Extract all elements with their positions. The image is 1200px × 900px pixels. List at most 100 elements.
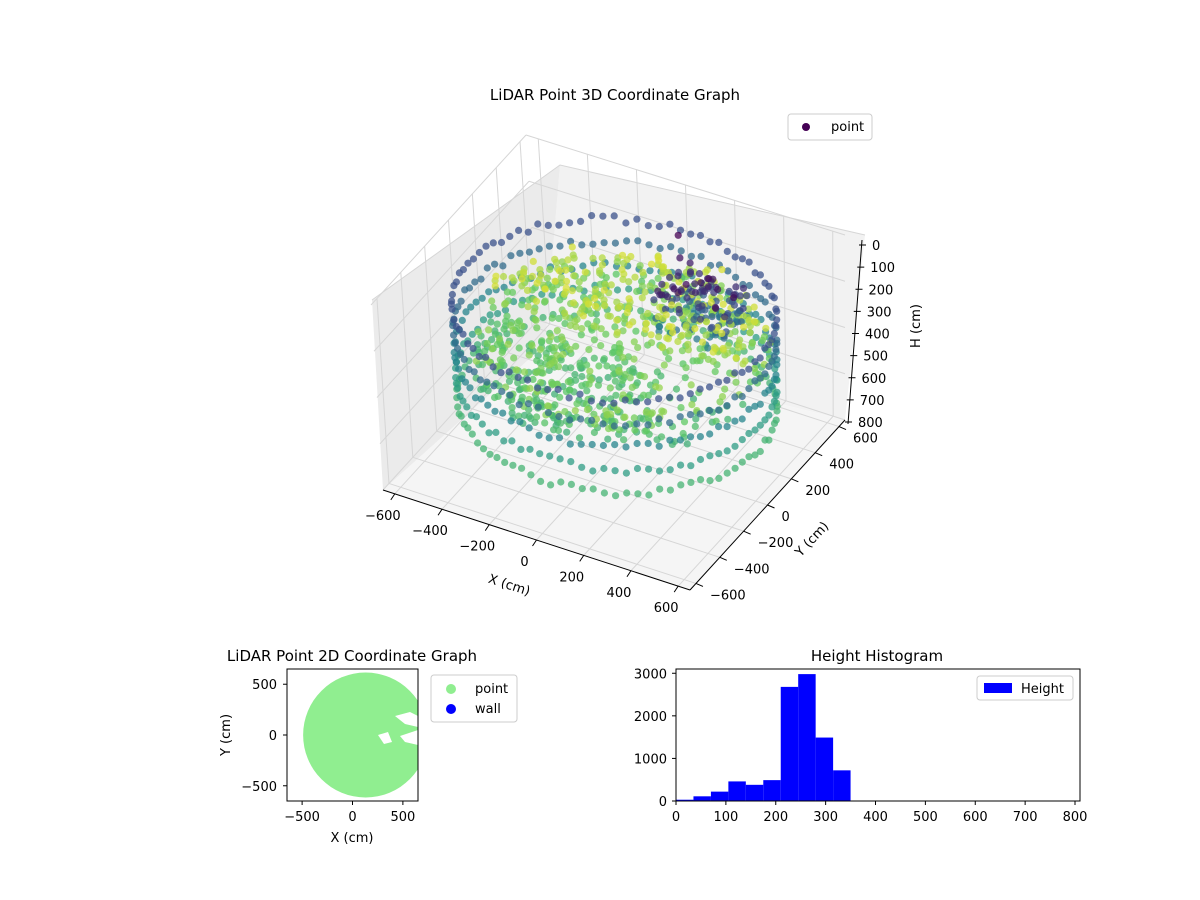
scatter-3d-point xyxy=(589,467,597,475)
scatter-3d-point xyxy=(515,344,523,352)
axis-h-label: H (cm) xyxy=(909,304,924,348)
scatter-3d-point xyxy=(731,393,739,401)
scatter-3d-point xyxy=(596,269,604,277)
scatter-3d-point xyxy=(577,331,585,339)
scatter-3d-point xyxy=(723,247,731,255)
scatter-3d-point xyxy=(469,344,477,353)
hist-x-tick-label: 200 xyxy=(763,810,788,825)
scatter-3d-point xyxy=(589,485,597,493)
scatter-3d-point xyxy=(613,328,622,336)
scatter-3d-point xyxy=(553,327,561,335)
scatter-3d-point xyxy=(568,287,576,295)
scatter-3d-point xyxy=(526,384,534,392)
y-tick xyxy=(743,530,751,535)
scatter-3d-point xyxy=(653,436,661,444)
scatter-3d-point xyxy=(518,282,526,290)
scatter-3d-point xyxy=(686,268,695,276)
scatter-3d-point xyxy=(478,294,486,302)
scatter-3d-point xyxy=(622,443,630,451)
scatter-3d-point xyxy=(731,464,739,472)
scatter-3d-point xyxy=(584,320,592,328)
left-grid-line xyxy=(400,272,414,458)
scatter-3d-point xyxy=(655,257,663,265)
scatter-3d-point xyxy=(585,346,593,354)
scatter-3d-point xyxy=(601,280,609,289)
x2-tick-label: 500 xyxy=(390,810,415,825)
scatter-3d-point xyxy=(576,390,584,398)
scatter-3d-point xyxy=(524,376,532,384)
scatter-3d-point xyxy=(625,285,633,293)
scatter-3d-point xyxy=(528,342,536,350)
scatter-3d-point xyxy=(642,427,651,435)
scatter-3d-point xyxy=(761,370,769,378)
legend-histogram-label: Height xyxy=(1021,682,1064,697)
scatter-3d-point xyxy=(658,343,666,351)
scatter-3d-point xyxy=(697,252,705,260)
scatter-3d-point xyxy=(655,415,663,423)
scatter-3d-point xyxy=(460,355,468,364)
scatter-3d-point xyxy=(738,458,746,466)
scatter-3d-point xyxy=(655,467,664,475)
scatter-3d-point xyxy=(551,277,559,285)
hist-y-tick-label: 2000 xyxy=(634,710,667,725)
histogram-title: Height Histogram xyxy=(811,647,943,665)
scatter-3d-point xyxy=(751,377,759,385)
scatter-3d-point xyxy=(739,304,747,313)
scatter-3d-points xyxy=(447,212,781,500)
scatter-3d-point xyxy=(613,406,622,414)
scatter-3d-point xyxy=(454,403,462,411)
scatter-3d-point xyxy=(610,212,618,220)
scatter-3d-point xyxy=(514,379,522,387)
scatter-3d-point xyxy=(471,394,480,402)
scatter-3d-point xyxy=(533,324,541,332)
scatter-3d-point xyxy=(475,352,483,361)
hist-y-tick-label: 1000 xyxy=(634,752,667,767)
scatter-3d-point xyxy=(585,380,593,388)
scatter-3d-point xyxy=(715,238,723,246)
scatter-3d-point xyxy=(561,320,569,328)
scatter-3d-point xyxy=(641,288,649,296)
scatter-3d-point xyxy=(506,232,514,240)
scatter-3d-point xyxy=(687,433,695,441)
scatter-3d-point xyxy=(588,212,596,220)
scatter-3d-point xyxy=(482,242,490,250)
scatter-3d-point xyxy=(666,220,674,228)
scatter-3d-point xyxy=(739,284,748,292)
scatter-3d-point xyxy=(622,422,630,430)
scatter-3d-point xyxy=(535,245,543,253)
scatter-3d-point xyxy=(526,445,534,453)
scatter-3d-point xyxy=(660,361,668,369)
scatter-3d-point xyxy=(687,252,696,260)
scatter-3d-point xyxy=(690,316,698,324)
scatter-3d-point xyxy=(698,338,707,346)
scatter-3d-point xyxy=(450,316,458,324)
scatter-3d-point xyxy=(597,342,605,350)
x-tick xyxy=(484,524,490,531)
scatter-3d-point xyxy=(761,436,769,444)
scatter-3d-point xyxy=(732,273,740,281)
scatter-3d-point xyxy=(544,402,552,410)
scatter-3d-point xyxy=(723,423,731,431)
scatter-3d-point xyxy=(639,268,647,276)
hist-x-tick-label: 0 xyxy=(672,810,680,825)
scatter-3d-point xyxy=(547,481,555,489)
scatter-3d-point xyxy=(631,426,639,434)
scatter-3d-point xyxy=(477,275,485,283)
scatter-3d-point xyxy=(772,392,780,400)
scatter-3d-point xyxy=(761,389,769,397)
scatter-3d-point xyxy=(745,405,753,413)
scatter-3d-point xyxy=(455,325,463,333)
scatter-3d-point xyxy=(735,344,743,352)
chart-2d: LiDAR Point 2D Coordinate Graph −500−500… xyxy=(219,647,518,846)
scatter-3d-point xyxy=(551,344,559,352)
scatter-3d-point xyxy=(738,436,746,444)
scatter-3d-point xyxy=(575,278,583,286)
scatter-3d-point xyxy=(620,270,628,278)
scatter-3d-point xyxy=(607,281,615,289)
scatter-3d-point xyxy=(644,398,652,406)
scatter-3d-point xyxy=(499,262,507,270)
scatter-3d-point xyxy=(770,375,779,383)
scatter-3d-point xyxy=(557,274,565,282)
scatter-3d-point xyxy=(487,318,495,326)
scatter-3d-point xyxy=(567,364,575,372)
